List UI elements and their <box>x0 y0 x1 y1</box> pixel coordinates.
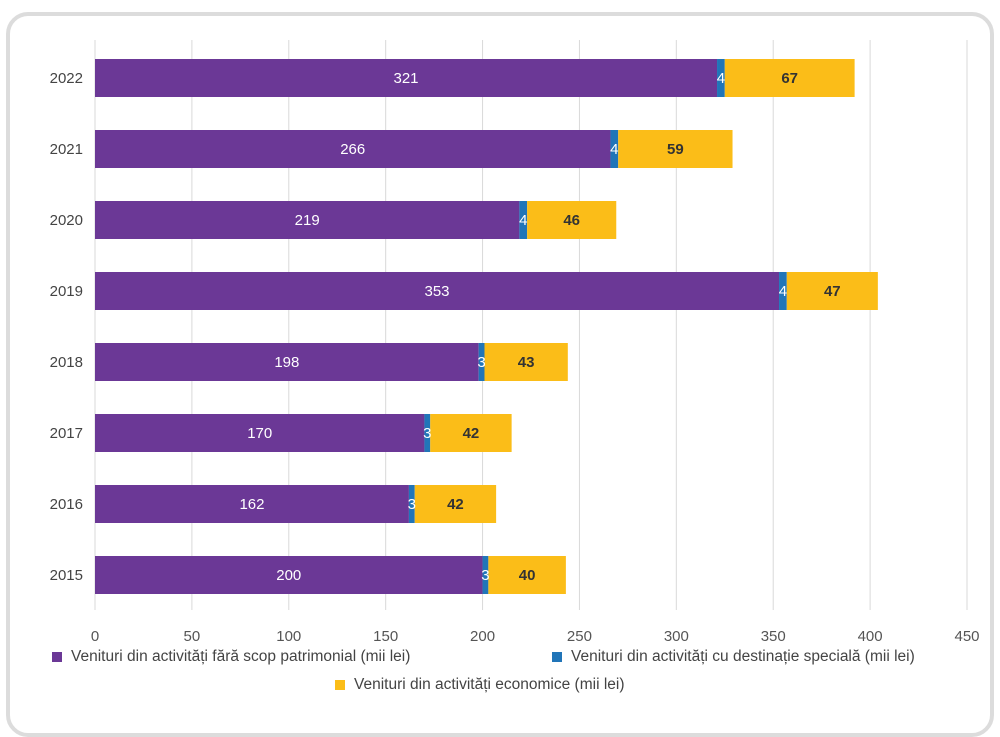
data-label: 4 <box>717 70 725 87</box>
data-label: 3 <box>423 425 431 442</box>
data-label: 4 <box>610 141 618 158</box>
x-tick-label: 200 <box>470 628 495 645</box>
data-label: 59 <box>667 141 684 158</box>
x-tick-label: 250 <box>567 628 592 645</box>
bar-segment <box>610 130 619 168</box>
bar-segment <box>478 343 485 381</box>
bar-segment <box>519 201 528 239</box>
bar-segment <box>95 414 425 452</box>
bar-segment <box>484 343 568 381</box>
bar-segment <box>779 272 787 310</box>
data-label: 3 <box>408 496 416 513</box>
bar-segment <box>488 556 566 594</box>
data-label: 162 <box>239 496 264 513</box>
x-tick-label: 350 <box>761 628 786 645</box>
bar-segment <box>527 201 617 239</box>
x-tick-label: 400 <box>858 628 883 645</box>
y-category-label: 2021 <box>50 141 83 158</box>
data-label: 170 <box>247 425 272 442</box>
y-category-label: 2017 <box>50 425 83 442</box>
y-category-label: 2018 <box>50 354 83 371</box>
bar-segment <box>95 343 479 381</box>
data-label: 200 <box>276 567 301 584</box>
data-label: 353 <box>425 283 450 300</box>
data-label: 43 <box>518 354 535 371</box>
data-label: 198 <box>274 354 299 371</box>
data-label: 321 <box>393 70 418 87</box>
bar-segment <box>95 201 520 239</box>
y-category-label: 2019 <box>50 283 83 300</box>
bar-segment <box>95 59 718 97</box>
data-label: 42 <box>447 496 464 513</box>
bar-segment <box>95 485 409 523</box>
x-tick-label: 150 <box>373 628 398 645</box>
data-label: 40 <box>519 567 536 584</box>
bar-segment <box>786 272 878 310</box>
data-label: 67 <box>781 70 798 87</box>
data-label: 3 <box>477 354 485 371</box>
bar-segment <box>717 59 725 97</box>
bar-segment <box>618 130 733 168</box>
x-tick-label: 450 <box>954 628 979 645</box>
data-label: 4 <box>519 212 527 229</box>
bar-segment <box>424 414 431 452</box>
y-category-label: 2015 <box>50 567 83 584</box>
x-tick-label: 50 <box>184 628 201 645</box>
bar-segment <box>414 485 497 523</box>
data-label: 47 <box>824 283 841 300</box>
data-label: 4 <box>779 283 787 300</box>
data-label: 3 <box>481 567 489 584</box>
x-tick-label: 100 <box>276 628 301 645</box>
bar-segment <box>482 556 489 594</box>
x-tick-label: 0 <box>91 628 99 645</box>
bar-segment <box>95 130 611 168</box>
bar-segment <box>724 59 855 97</box>
bar-segment <box>95 272 780 310</box>
y-category-label: 2022 <box>50 70 83 87</box>
data-label: 42 <box>463 425 480 442</box>
bar-segment <box>95 556 483 594</box>
y-category-label: 2020 <box>50 212 83 229</box>
y-category-label: 2016 <box>50 496 83 513</box>
bar-segment <box>430 414 512 452</box>
bar-segment <box>408 485 415 523</box>
data-label: 219 <box>295 212 320 229</box>
data-label: 266 <box>340 141 365 158</box>
data-label: 46 <box>563 212 580 229</box>
x-tick-label: 300 <box>664 628 689 645</box>
